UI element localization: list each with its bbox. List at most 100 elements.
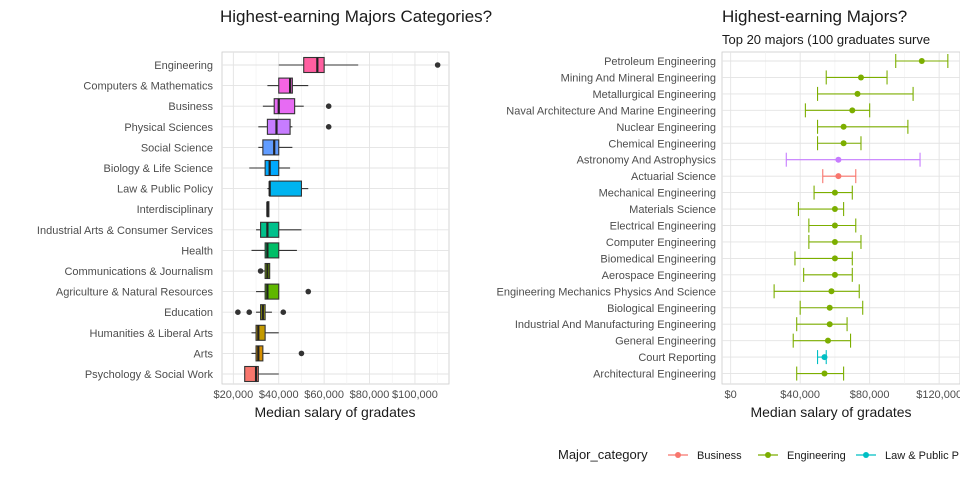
box-psychology-social-work [244,365,279,383]
legend-label-engineering: Engineering [787,450,846,462]
legend: Major_category Business Engineering Law & … [558,447,959,462]
iqr-box-social-science [262,139,280,156]
box-business [262,98,332,115]
median-point-chemical-engineering [840,140,847,147]
box-education [235,304,287,321]
category-label-social-science: Social Science [141,142,213,154]
major-label-engineering-mechanics-physics-and-science: Engineering Mechanics Physics And Scienc… [496,286,716,298]
legend-key-point-business [675,452,681,458]
right-major-labels: Petroleum Engineering Mining And Mineral … [496,56,716,381]
outlier-point-physical-sciences [325,124,332,130]
box-law-public-policy [267,180,309,197]
median-point-computer-engineering [831,238,838,245]
errorbar-metallurgical-engineering [816,86,914,101]
box-humanities-liberal-arts [251,324,279,341]
outlier-point-education [280,309,287,316]
median-point-general-engineering [824,337,831,344]
errorbar-architectural-engineering [796,366,845,381]
iqr-box-agriculture-natural-resources [264,283,280,300]
box-biology-life-science [249,159,291,177]
right-plot-panel [721,51,960,385]
iqr-box-law-public-policy [269,180,303,197]
median-point-petroleum-engineering [918,58,925,64]
major-label-naval-architecture-and-marine-engineering: Naval Architecture And Marine Engineerin… [506,105,716,117]
legend-item-business: Business [668,450,742,462]
major-label-general-engineering: General Engineering [615,336,716,348]
legend-items: Business Engineering Law & Public P [668,450,959,462]
errorbar-top-majors: Highest-earning Majors? Top 20 majors (1… [496,7,960,420]
box-agriculture-natural-resources [256,283,312,300]
left-boxes [235,56,441,383]
category-label-law-public-policy: Law & Public Policy [117,184,213,196]
iqr-box-arts [255,345,264,362]
median-point-naval-architecture-and-marine-engineering [849,107,856,114]
right-x-tick-label: $40,000 [780,389,820,401]
outlier-point-engineering [434,62,441,68]
errorbar-computer-engineering [808,234,862,249]
median-point-mechanical-engineering [831,189,838,196]
errorbar-biological-engineering [799,300,864,315]
errorbar-mechanical-engineering [813,185,853,200]
box-industrial-arts-consumer-services [256,221,302,238]
iqr-box-computers-mathematics [278,77,293,94]
errorbar-mining-and-mineral-engineering [825,70,888,85]
major-label-astronomy-and-astrophysics: Astronomy And Astrophysics [577,155,717,167]
legend-title: Major_category [558,447,648,462]
median-point-actuarial-science [835,173,842,180]
left-chart-title: Highest-earning Majors Categories? [220,7,492,26]
box-social-science [258,139,293,156]
right-x-tick-labels: $0 $40,000 $80,000 $120,000 [725,389,960,401]
median-point-electrical-engineering [831,222,838,229]
category-label-arts: Arts [193,348,213,360]
errorbar-nuclear-engineering [816,119,909,134]
left-x-tick-label: $80,000 [350,389,390,401]
errorbar-naval-architecture-and-marine-engineering [804,103,871,118]
legend-label-business: Business [697,450,742,462]
major-label-aerospace-engineering: Aerospace Engineering [602,270,716,282]
box-health [251,242,297,259]
right-x-axis-title: Median salary of gradates [750,404,911,420]
major-label-biomedical-engineering: Biomedical Engineering [600,253,716,265]
box-engineering [278,56,441,74]
right-x-tick-label: $120,000 [916,389,960,401]
category-label-industrial-arts-consumer-services: Industrial Arts & Consumer Services [37,225,214,237]
iqr-box-business [273,98,296,115]
legend-key-point-engineering [765,452,771,458]
category-label-biology-life-science: Biology & Life Science [104,163,213,175]
category-label-agriculture-natural-resources: Agriculture & Natural Resources [56,287,214,299]
major-label-computer-engineering: Computer Engineering [606,237,716,249]
median-point-industrial-and-manufacturing-engineering [826,321,833,328]
major-label-nuclear-engineering: Nuclear Engineering [616,122,716,134]
median-point-biological-engineering [826,304,833,311]
outlier-point-education [246,309,253,316]
category-label-psychology-social-work: Psychology & Social Work [85,369,214,381]
category-label-computers-mathematics: Computers & Mathematics [83,81,213,93]
major-label-mechanical-engineering: Mechanical Engineering [599,188,716,200]
outlier-point-education [235,309,241,316]
box-physical-sciences [258,118,332,135]
median-point-metallurgical-engineering [854,90,861,97]
major-label-materials-science: Materials Science [629,204,716,216]
median-point-architectural-engineering [821,370,828,377]
outlier-point-agriculture-natural-resources [305,288,312,295]
category-label-humanities-liberal-arts: Humanities & Liberal Arts [90,328,214,340]
left-x-tick-labels: $20,000 $40,000 $60,000 $80,000 $100,000 [213,389,437,401]
major-label-biological-engineering: Biological Engineering [607,303,716,315]
legend-label-law-public-p: Law & Public P [885,450,959,462]
errorbar-electrical-engineering [808,218,857,233]
major-label-mining-and-mineral-engineering: Mining And Mineral Engineering [561,72,716,84]
category-label-interdisciplinary: Interdisciplinary [137,204,214,216]
median-point-materials-science [831,206,838,213]
iqr-box-physical-sciences [266,118,291,135]
boxplot-major-categories: Highest-earning Majors Categories? Engin… [37,7,492,420]
right-x-tick-label: $80,000 [850,389,890,401]
right-x-tick-label: $0 [725,389,737,401]
median-point-court-reporting [821,354,828,361]
legend-item-law-public-p: Law & Public P [856,450,959,462]
errorbar-actuarial-science [822,169,857,184]
major-label-metallurgical-engineering: Metallurgical Engineering [592,89,716,101]
major-label-electrical-engineering: Electrical Engineering [610,221,716,233]
major-label-industrial-and-manufacturing-engineering: Industrial And Manufacturing Engineering [515,319,716,331]
left-x-tick-label: $60,000 [304,389,344,401]
